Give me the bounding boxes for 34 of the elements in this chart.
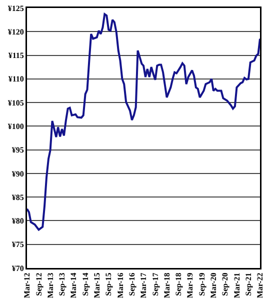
y-tick-label: ¥125 (8, 4, 24, 13)
x-tick-label: Sep-13 (58, 272, 67, 296)
x-tick-label: Mar-13 (46, 272, 55, 298)
x-tick-label: Sep-12 (34, 272, 44, 296)
y-tick-label: ¥110 (8, 74, 24, 84)
x-tick-label: Mar-14 (69, 272, 78, 298)
y-tick-label: ¥120 (8, 27, 24, 36)
y-tick-label: ¥75 (12, 240, 24, 250)
x-tick-label: Mar-12 (22, 272, 32, 298)
y-tick-label: ¥95 (12, 146, 24, 155)
x-tick-label: Mar-18 (162, 272, 172, 298)
x-tick-label: Sep-19 (197, 272, 206, 296)
x-tick-label: Sep-18 (174, 272, 184, 296)
x-tick-label: Sep-14 (80, 272, 90, 296)
y-tick-label: ¥105 (8, 98, 24, 108)
x-tick-label: Sep-21 (244, 272, 254, 296)
y-tick-label: ¥90 (12, 169, 24, 178)
x-tick-label: Sep-17 (150, 272, 160, 296)
x-tick-label: Mar-22 (256, 272, 265, 298)
y-tick-label: ¥85 (12, 192, 24, 202)
y-tick-label: ¥80 (12, 216, 24, 226)
y-tick-label: ¥70 (12, 264, 24, 273)
x-tick-label: Mar-17 (139, 272, 148, 298)
x-tick-label: Mar-15 (92, 272, 102, 298)
line-series (27, 13, 260, 231)
y-tick-label: ¥100 (8, 122, 24, 131)
x-tick-label: Mar-21 (232, 272, 242, 298)
x-tick-label: Mar-20 (209, 272, 218, 298)
y-tick-label: ¥115 (8, 51, 24, 60)
x-tick-label: Mar-16 (116, 272, 125, 298)
x-tick-label: Sep-15 (104, 272, 114, 296)
x-tick-label: Sep-20 (220, 272, 230, 296)
x-tick-label: Sep-16 (128, 272, 137, 296)
x-tick-label: Mar-19 (186, 272, 195, 298)
